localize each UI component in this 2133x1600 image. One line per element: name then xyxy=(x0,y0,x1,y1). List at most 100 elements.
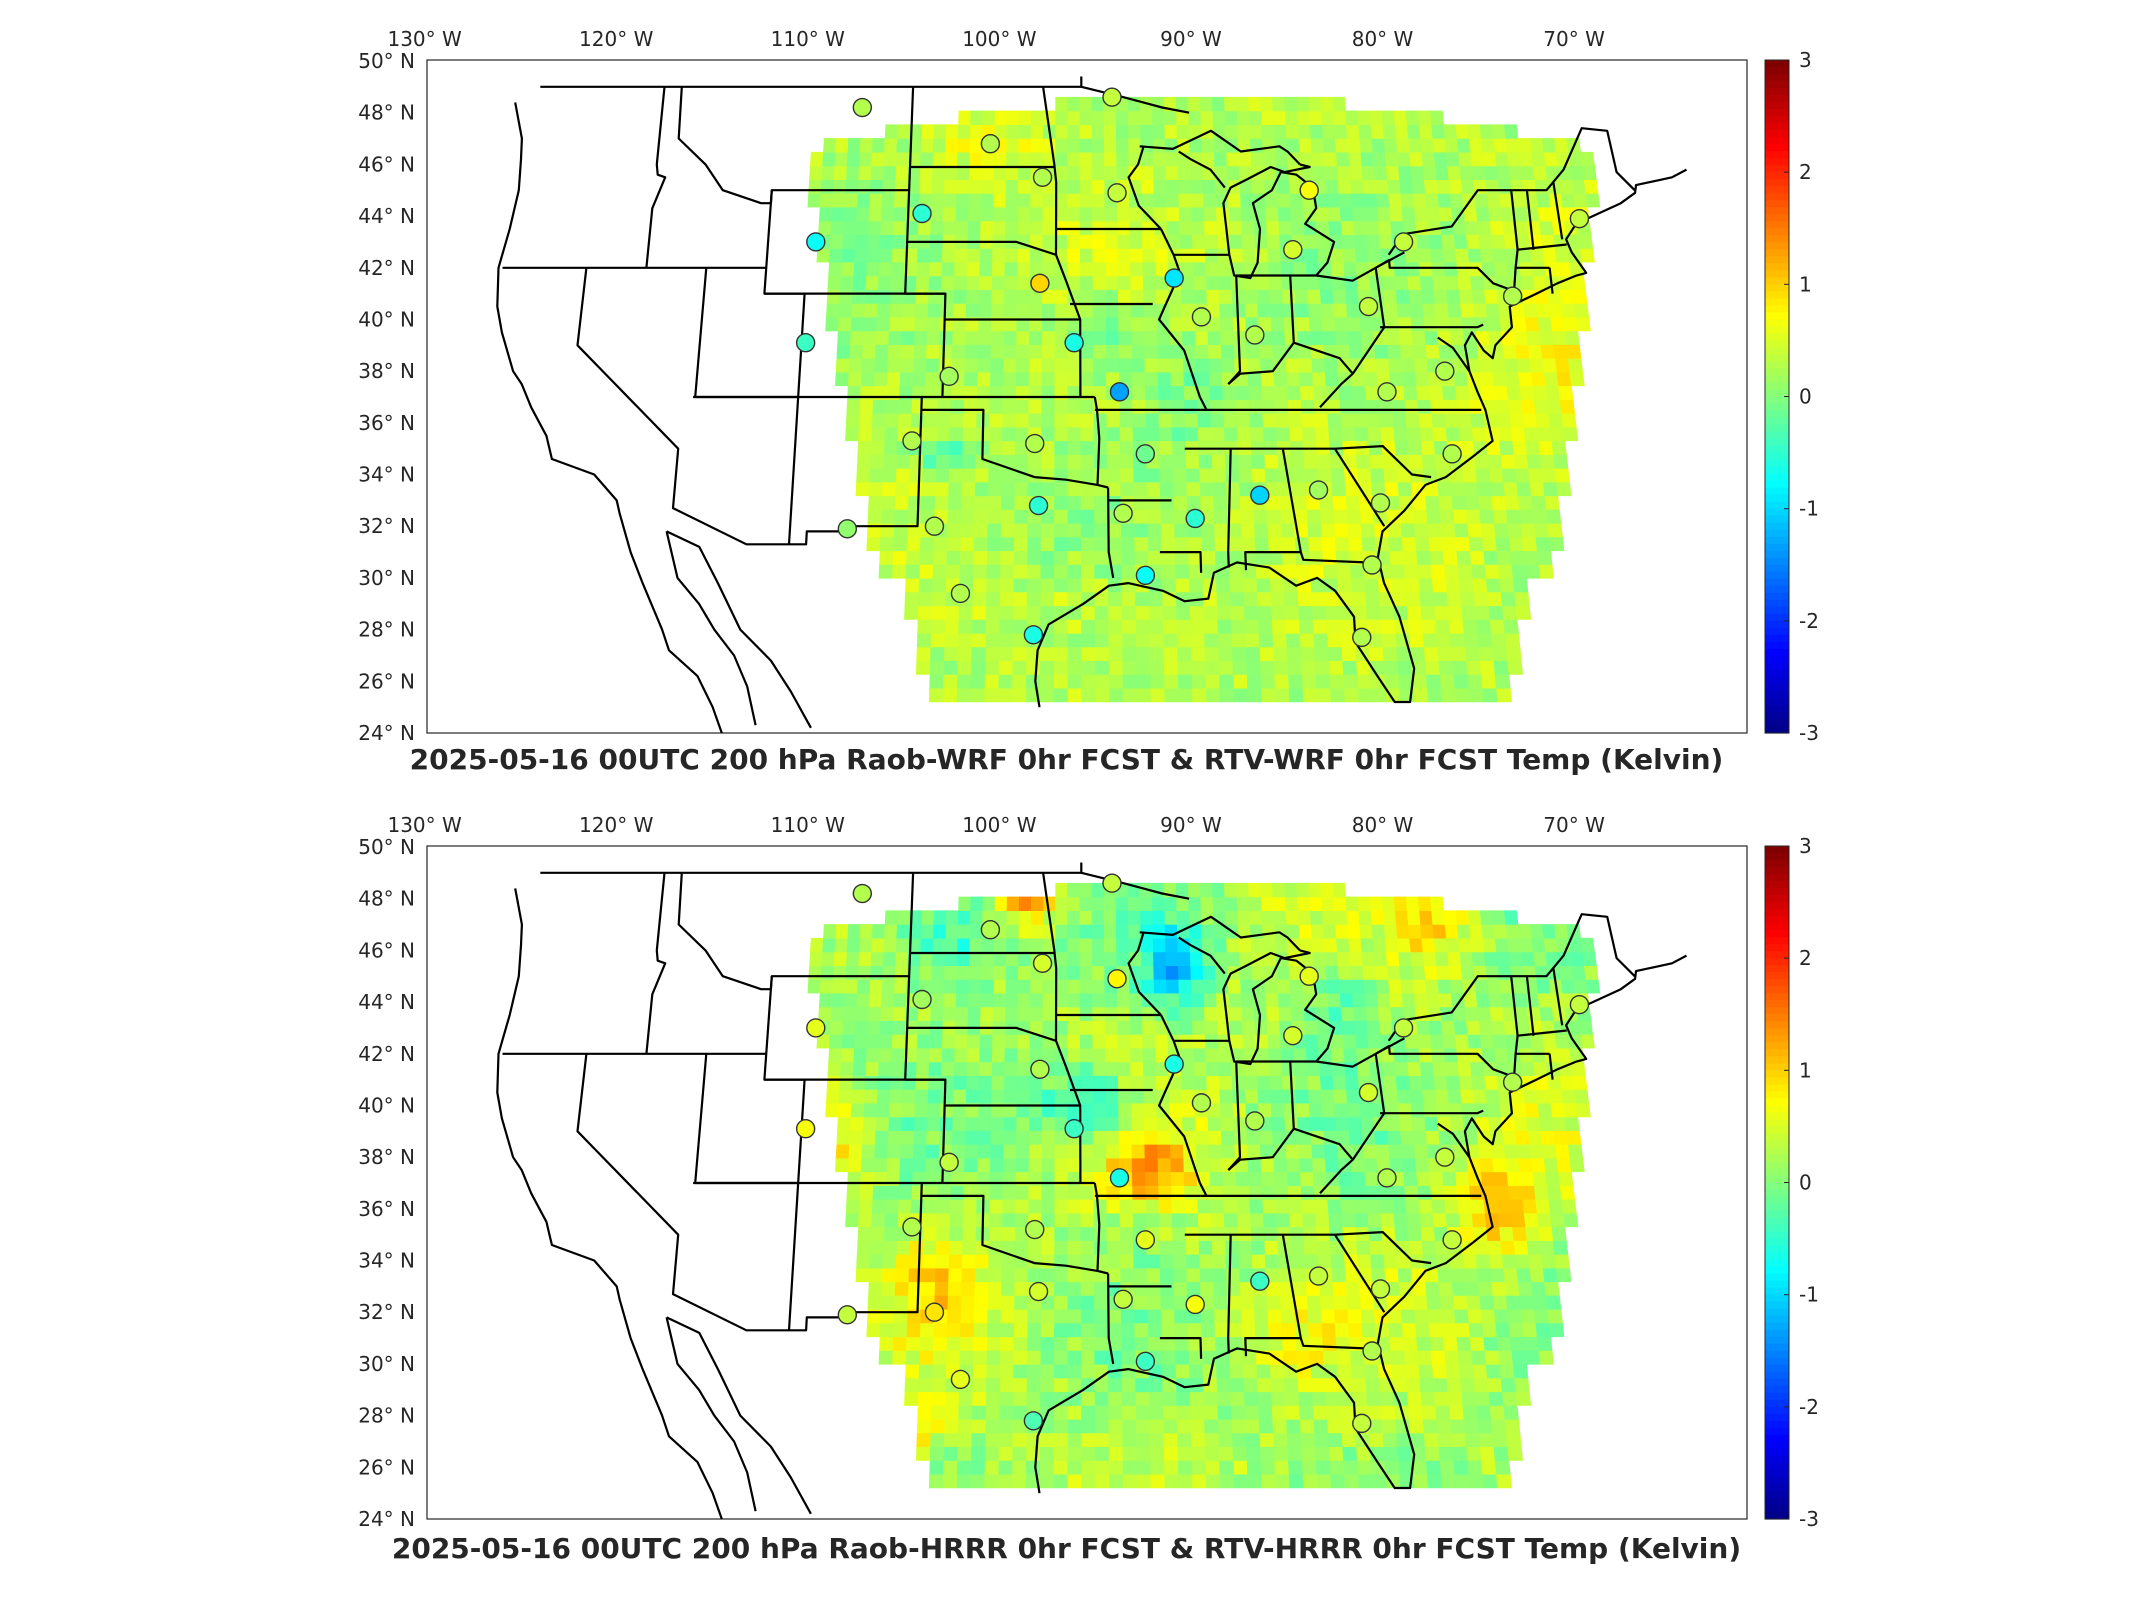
colorbar-tick: 0 xyxy=(1799,385,1812,409)
lon-label: 110° W xyxy=(771,27,846,51)
colorbar-tick: -1 xyxy=(1799,1283,1819,1307)
colorbar-tick: -1 xyxy=(1799,497,1819,521)
station-marker xyxy=(1135,565,1156,586)
station-marker xyxy=(1442,1230,1462,1250)
station-marker xyxy=(980,920,1001,940)
lat-label: 30° N xyxy=(358,566,415,590)
state-boundaries xyxy=(502,862,1636,1365)
station-marker xyxy=(1283,239,1303,260)
station-marker xyxy=(1191,1093,1212,1113)
station-marker xyxy=(1102,873,1122,893)
station-marker xyxy=(837,1305,858,1325)
lon-label: 70° W xyxy=(1543,27,1605,51)
station-marker xyxy=(806,1018,826,1038)
lat-label: 24° N xyxy=(358,1507,415,1531)
station-marker xyxy=(1191,307,1212,327)
lat-label: 36° N xyxy=(358,411,415,435)
station-marker xyxy=(939,366,959,387)
lon-label: 120° W xyxy=(579,813,654,837)
station-marker xyxy=(902,431,922,451)
station-marker xyxy=(1135,444,1156,464)
station-marker xyxy=(939,1152,959,1173)
lat-label: 44° N xyxy=(358,204,415,228)
station-marker xyxy=(950,1369,971,1390)
station-marker xyxy=(1135,1230,1156,1250)
lat-label: 48° N xyxy=(358,887,415,911)
station-marker xyxy=(1245,1111,1265,1131)
lon-label: 130° W xyxy=(387,27,462,51)
station-marker xyxy=(1032,167,1053,188)
lat-label: 26° N xyxy=(358,1455,415,1479)
map-layer: 130° W 120° W 110° W 100° W 90° W 80° W 70° W 2… xyxy=(358,813,1819,1531)
station-marker xyxy=(1250,1271,1270,1291)
station-marker xyxy=(950,583,971,604)
station-marker xyxy=(852,883,873,904)
panel-wrf: 130° W 120° W 110° W 100° W 90° W 80° W 70° W 2… xyxy=(358,27,1819,776)
raob-stations xyxy=(795,873,1590,1434)
station-marker xyxy=(1435,361,1455,381)
station-marker xyxy=(795,333,816,353)
station-marker xyxy=(1030,1059,1050,1079)
lon-label: 110° W xyxy=(771,813,846,837)
colorbar-tick: 1 xyxy=(1799,1058,1812,1082)
station-marker xyxy=(1377,1168,1397,1188)
lon-label: 90° W xyxy=(1160,27,1222,51)
station-marker xyxy=(924,516,945,536)
colorbar-tick: -3 xyxy=(1799,1507,1819,1531)
lat-label: 40° N xyxy=(358,1093,415,1117)
lat-label: 28° N xyxy=(358,618,415,642)
station-marker xyxy=(1109,1168,1130,1188)
colorbar-tick: 3 xyxy=(1799,834,1812,858)
lat-label: 32° N xyxy=(358,514,415,538)
station-marker xyxy=(912,203,932,224)
station-marker xyxy=(1102,87,1122,107)
lat-label: 48° N xyxy=(358,101,415,125)
station-marker xyxy=(1393,1018,1414,1038)
colorbar: 3 2 1 0 -1 -2 -3 xyxy=(1764,48,1819,745)
lon-label: 130° W xyxy=(387,813,462,837)
lat-label: 50° N xyxy=(358,49,415,73)
station-marker xyxy=(1250,485,1270,505)
station-marker xyxy=(1185,508,1205,529)
panel-hrrr: 130° W 120° W 110° W 100° W 90° W 80° W 70° W 2… xyxy=(0,785,2133,1600)
colorbar-tick: -2 xyxy=(1799,609,1819,633)
station-marker xyxy=(1283,1025,1303,1046)
station-marker xyxy=(1569,994,1590,1015)
station-marker xyxy=(1025,1219,1045,1240)
station-marker xyxy=(1064,333,1084,353)
station-marker xyxy=(1135,1351,1156,1372)
station-marker xyxy=(1107,969,1127,989)
station-marker xyxy=(1113,503,1133,524)
station-marker xyxy=(1113,1289,1133,1310)
station-marker xyxy=(1064,1119,1084,1139)
map-wrf: 130° W 120° W 110° W 100° W 90° W 80° W 70° W 2… xyxy=(358,27,1819,745)
station-marker xyxy=(1028,495,1049,516)
lat-label: 38° N xyxy=(358,359,415,383)
station-marker xyxy=(1107,183,1127,203)
station-marker xyxy=(1569,208,1590,229)
lat-label: 40° N xyxy=(358,307,415,331)
raob-stations xyxy=(795,87,1590,648)
station-marker xyxy=(1435,1147,1455,1167)
state-boundaries xyxy=(502,76,1636,579)
station-marker xyxy=(837,519,858,539)
station-marker xyxy=(1358,1082,1379,1103)
station-marker xyxy=(1164,1054,1184,1074)
station-marker xyxy=(1308,480,1329,500)
station-marker xyxy=(1362,1341,1382,1361)
station-marker xyxy=(980,134,1001,154)
station-marker xyxy=(1352,627,1372,648)
station-marker xyxy=(1164,268,1184,288)
station-marker xyxy=(1299,180,1319,200)
colorbar: 3 2 1 0 -1 -2 -3 xyxy=(1764,834,1819,1531)
lon-label: 80° W xyxy=(1352,813,1414,837)
colorbar-tick: 2 xyxy=(1799,946,1812,970)
lat-label: 34° N xyxy=(358,463,415,487)
coastline xyxy=(496,102,1688,733)
lat-label: 30° N xyxy=(358,1352,415,1376)
lat-label: 34° N xyxy=(358,1249,415,1273)
lat-label: 36° N xyxy=(358,1197,415,1221)
map-layer: 130° W 120° W 110° W 100° W 90° W 80° W 70° W 2… xyxy=(358,27,1819,745)
station-marker xyxy=(1245,325,1265,345)
colorbar-tick: 2 xyxy=(1799,160,1812,184)
